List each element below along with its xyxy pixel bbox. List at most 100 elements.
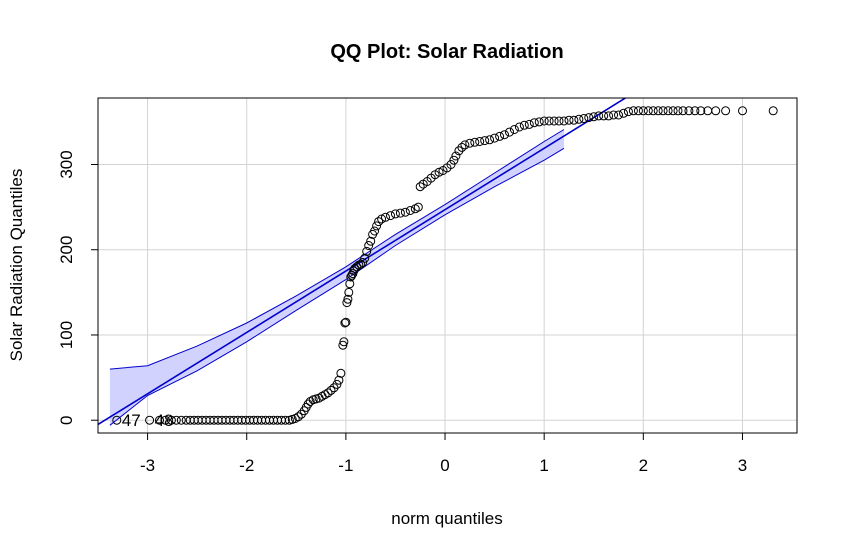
data-point xyxy=(377,214,387,224)
data-point xyxy=(768,106,778,116)
data-point xyxy=(340,318,350,328)
data-point xyxy=(410,204,420,214)
data-point xyxy=(338,340,348,350)
data-point xyxy=(485,135,495,145)
data-point xyxy=(663,106,673,116)
data-point xyxy=(345,279,355,289)
data-point xyxy=(505,127,514,137)
data-point xyxy=(323,388,333,398)
y-tick-label: 300 xyxy=(57,150,76,178)
y-tick-label: 200 xyxy=(57,236,76,264)
data-point xyxy=(390,209,400,219)
data-point xyxy=(589,112,599,122)
data-point xyxy=(434,167,444,177)
data-point xyxy=(451,151,461,161)
data-point xyxy=(171,415,181,425)
data-point xyxy=(342,298,352,308)
data-point xyxy=(524,119,534,129)
x-tick-label: 3 xyxy=(738,456,747,475)
data-point xyxy=(112,415,122,425)
data-point xyxy=(460,140,470,150)
x-tick-label: 0 xyxy=(440,456,449,475)
data-point xyxy=(638,106,648,116)
data-point xyxy=(534,117,544,127)
data-point xyxy=(500,130,509,140)
data-point xyxy=(362,246,372,256)
data-point xyxy=(358,258,368,267)
data-point xyxy=(160,415,170,425)
data-point xyxy=(628,106,638,116)
data-point xyxy=(569,115,579,125)
data-point xyxy=(343,294,353,304)
data-point xyxy=(457,142,467,152)
y-tick-label: 0 xyxy=(57,415,76,424)
data-point xyxy=(344,287,354,297)
data-point xyxy=(684,106,694,116)
data-point xyxy=(738,106,747,116)
data-point xyxy=(145,415,155,425)
data-point xyxy=(529,118,539,128)
data-point xyxy=(653,106,663,116)
data-point xyxy=(604,111,614,121)
data-point xyxy=(341,317,351,327)
data-point xyxy=(372,221,382,231)
data-point xyxy=(678,106,688,116)
data-point xyxy=(564,115,574,125)
data-point xyxy=(395,208,405,218)
data-points-group xyxy=(112,106,778,425)
data-point xyxy=(415,182,425,192)
data-point xyxy=(609,110,619,120)
data-point xyxy=(280,415,290,425)
data-point xyxy=(658,106,668,116)
data-point xyxy=(579,114,589,123)
y-axis: 0 100 200 300 xyxy=(57,150,99,425)
data-point xyxy=(648,106,658,116)
data-point xyxy=(633,106,643,116)
data-point xyxy=(400,207,410,217)
data-point xyxy=(449,155,459,165)
data-point xyxy=(176,415,186,425)
grid-lines xyxy=(98,98,797,433)
data-point xyxy=(584,113,594,123)
data-point xyxy=(480,136,490,146)
data-point xyxy=(470,137,480,147)
data-point xyxy=(360,253,370,263)
y-tick-label: 100 xyxy=(57,321,76,349)
data-point xyxy=(519,120,529,130)
data-point xyxy=(381,212,390,222)
data-point xyxy=(594,111,604,121)
plot-frame xyxy=(97,97,798,434)
data-point xyxy=(495,131,505,141)
data-point xyxy=(370,226,380,236)
data-point xyxy=(559,116,569,126)
data-point xyxy=(155,415,164,425)
data-point xyxy=(619,108,628,118)
data-point xyxy=(711,106,721,116)
confidence-band-lower xyxy=(109,147,565,426)
reference-line-group xyxy=(98,98,627,426)
x-axis: -3 -2 -1 0 1 2 3 xyxy=(140,432,747,475)
data-point xyxy=(549,116,559,126)
data-point xyxy=(475,137,485,146)
x-tick-label: 2 xyxy=(639,456,648,475)
point-id-labels: 47 48 xyxy=(122,411,174,430)
point-id-label: 47 xyxy=(122,411,141,430)
data-point xyxy=(668,106,678,116)
data-point xyxy=(386,211,395,221)
data-point xyxy=(614,110,623,120)
data-point xyxy=(574,114,584,124)
data-point xyxy=(454,146,464,156)
data-point xyxy=(405,206,415,215)
data-point xyxy=(334,375,344,385)
data-point xyxy=(599,111,609,121)
data-point xyxy=(690,106,700,116)
data-point xyxy=(166,415,176,425)
x-tick-label: -1 xyxy=(338,456,353,475)
point-id-label: 48 xyxy=(155,411,174,430)
x-tick-label: -2 xyxy=(239,456,254,475)
data-point xyxy=(332,379,342,389)
data-point xyxy=(539,116,549,126)
confidence-band-upper xyxy=(109,129,565,370)
data-point xyxy=(465,138,475,148)
